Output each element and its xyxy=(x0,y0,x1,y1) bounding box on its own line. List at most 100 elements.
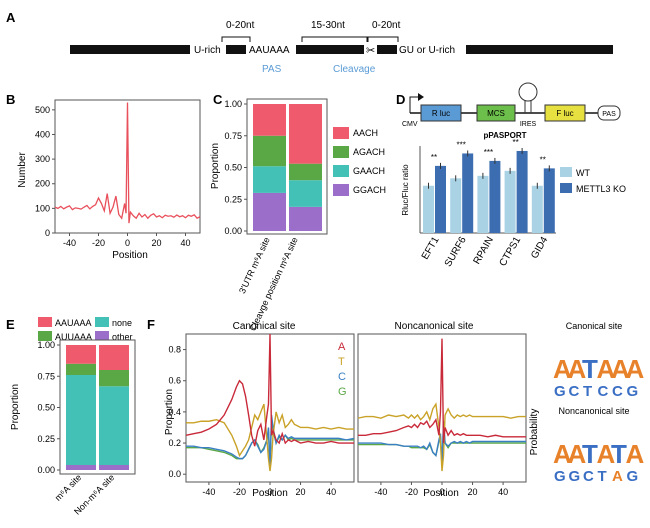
panel-c: C 0.00 0.25 0.50 0.75 1.00 Proportion AACH AG… xyxy=(210,92,386,333)
panel-a: A U-rich AAUAAA ✂ GU or U-rich 0-20nt 15… xyxy=(6,10,613,75)
panel-f-line-1-t xyxy=(357,402,526,472)
rluc-label: R luc xyxy=(432,109,450,118)
legend-label-other: other xyxy=(112,332,133,342)
logo-letter-g: G xyxy=(554,383,566,400)
panel-e-bars xyxy=(66,345,129,470)
series-label-a: A xyxy=(338,341,346,353)
significance-label: *** xyxy=(484,148,493,157)
legend-label-gaach: GAACH xyxy=(353,166,385,176)
legend-label-ggach: GGACH xyxy=(353,185,386,195)
panel-b-ylabel: Number xyxy=(17,152,28,188)
bar-segment-aach xyxy=(289,104,322,164)
panel-d-legend: WT METTL3 KO xyxy=(560,167,626,194)
bar-ctps1-1 xyxy=(516,150,528,233)
panel-b-ytick-label: 400 xyxy=(35,129,50,139)
panel-f: F Proportion Canonical site Noncanonical… xyxy=(147,317,527,499)
bar-segment-other xyxy=(99,465,129,470)
ires-label: IRES xyxy=(520,121,537,128)
dist-bracket-3 xyxy=(367,36,399,42)
bar-segment-ggach xyxy=(289,206,322,231)
legend-label-auuaaa: AUUAAA xyxy=(55,332,92,342)
logo-letter-g: G xyxy=(569,468,581,485)
panel-f-xtick-label: 40 xyxy=(498,487,508,497)
ytick-label: 0.50 xyxy=(224,163,242,173)
legend-swatch-none xyxy=(95,317,109,327)
panel-f-xtick-label: 0 xyxy=(267,487,272,497)
pasport-construct: CMV R luc MCS IRES F luc PAS xyxy=(402,82,621,128)
ytick-label: 1.00 xyxy=(224,99,242,109)
pas-motif-label: AAUAAA xyxy=(249,45,290,56)
promoter-arrow-icon xyxy=(409,96,420,113)
logo-ylabel: Probability xyxy=(529,409,540,456)
panel-f-yticks: 0.0 0.2 0.4 0.6 0.8 xyxy=(168,345,186,479)
bar-segment-ggach xyxy=(253,192,286,231)
legend-label-aauaaa: AAUAAA xyxy=(55,318,92,328)
panel-label-c: C xyxy=(213,92,223,107)
logo-letter-a: A xyxy=(611,354,630,384)
ires-loop-icon xyxy=(518,82,538,102)
panel-f-line-1-a xyxy=(358,338,526,444)
sequence-logos: Probability Canonical site Noncanonical … xyxy=(529,321,645,485)
panel-d-xtick: CTPS1 xyxy=(498,235,524,269)
panel-b-xticks: -40 -20 0 20 40 xyxy=(63,233,191,248)
panel-b-ytick-label: 0 xyxy=(45,228,50,238)
panel-f-lines xyxy=(185,333,526,472)
panel-f-ylabel: Proportion xyxy=(164,389,175,435)
panel-f-xlabel-0: Position xyxy=(252,488,288,499)
panel-e-ylabel: Proportion xyxy=(10,384,21,430)
panel-f-xlabel-1: Position xyxy=(423,488,459,499)
panel-d-title: pPASPORT xyxy=(484,131,527,140)
dist-bracket-1 xyxy=(221,36,251,42)
ytick-label: 0.25 xyxy=(224,194,242,204)
bar-eft1-0 xyxy=(423,185,434,233)
logo-letter-a: A xyxy=(553,354,572,384)
legend-swatch-d-1 xyxy=(560,183,572,193)
panel-f-xtick-label: 20 xyxy=(296,487,306,497)
dist-label-3: 0-20nt xyxy=(372,20,401,31)
rluc-block xyxy=(420,104,462,122)
panel-f-xtick-label: 40 xyxy=(326,487,336,497)
logo-letter-g: G xyxy=(554,468,566,485)
gene-segment-2 xyxy=(226,45,246,54)
panel-d-bars: ** EFT1 *** SURF6 *** RPAIN ** CTPS1 ** GID4 xyxy=(420,138,555,269)
panel-f-line-0-a xyxy=(185,333,354,447)
series-label-t: T xyxy=(338,356,345,368)
panel-b-line xyxy=(54,102,201,224)
panel-label-f: F xyxy=(147,317,155,332)
legend-label-none: none xyxy=(112,318,132,328)
logo-letter-a: A xyxy=(597,439,616,469)
panel-c-legend: AACH AGACH GAACH GGACH xyxy=(333,127,386,196)
ytick-label: 0.25 xyxy=(37,434,55,444)
bar-rpain-0 xyxy=(477,175,489,233)
bar-segment-none xyxy=(66,375,96,465)
gene-segment-5 xyxy=(466,45,613,54)
panel-f-xtick-label: -40 xyxy=(374,487,387,497)
panel-d-xtick: SURF6 xyxy=(443,235,469,269)
mcs-block xyxy=(476,104,516,122)
panel-f-ytick-label: 0.2 xyxy=(168,438,181,448)
legend-label-agach: AGACH xyxy=(353,147,385,157)
dist-bracket-2 xyxy=(301,36,368,42)
panel-f-title-0: Canonical site xyxy=(233,321,296,332)
logo-letter-a: A xyxy=(568,354,587,384)
bar-surf6-0 xyxy=(450,178,462,233)
panel-f-xtick-label: 0 xyxy=(439,487,444,497)
logo-letter-c: C xyxy=(598,383,609,400)
logo-title-1: Noncanonical site xyxy=(558,406,629,416)
panel-d-xtick: RPAIN xyxy=(472,235,496,266)
panel-f-line-0-c xyxy=(186,414,355,467)
panel-c-yticks: 0.00 0.25 0.50 0.75 1.00 xyxy=(224,99,247,236)
panel-b-xtick-label: -40 xyxy=(63,238,76,248)
logo-letter-a: A xyxy=(568,439,587,469)
panel-f-title-1: Noncanonical site xyxy=(395,321,474,332)
legend-swatch-aauaaa xyxy=(38,317,52,327)
scissors-icon: ✂ xyxy=(366,45,375,57)
panel-b-xtick-label: 40 xyxy=(180,238,190,248)
bar-segment-gaach xyxy=(289,180,322,207)
ytick-label: 0.00 xyxy=(224,226,242,236)
logo-letter-t: T xyxy=(582,354,598,384)
logo-letter-g: G xyxy=(627,468,639,485)
panel-f-xtick-label: -20 xyxy=(233,487,246,497)
u-rich-label: U-rich xyxy=(194,45,221,56)
